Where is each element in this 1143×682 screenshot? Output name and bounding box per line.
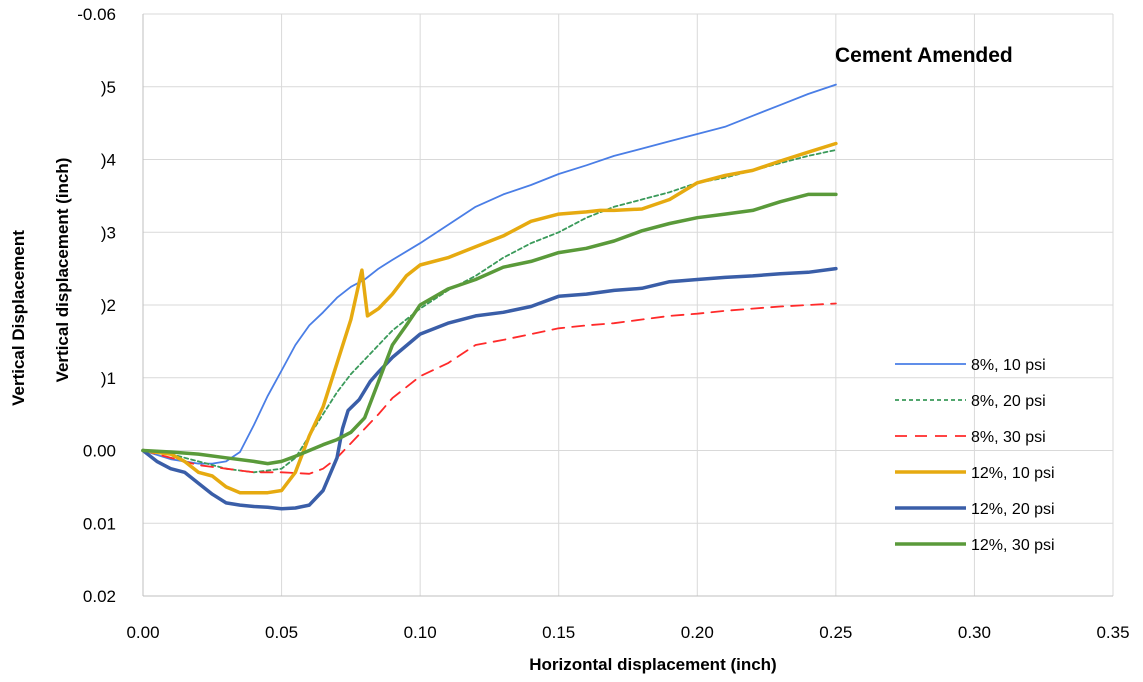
y-axis-title-behind: Vertical Displacement	[9, 230, 28, 406]
chart-title: Cement Amended	[835, 44, 1013, 67]
y-axis-title: Vertical displacement (inch)	[53, 158, 72, 383]
legend-label: 8%, 10 psi	[971, 357, 1046, 374]
legend-label: 12%, 30 psi	[971, 537, 1055, 554]
x-tick-label: 0.10	[404, 623, 437, 642]
plot-area-border	[142, 14, 1113, 597]
x-tick-label: 0.15	[542, 623, 575, 642]
series-layer	[141, 83, 838, 511]
y-tick-label: )2	[101, 296, 116, 315]
y-tick-label: )5	[101, 78, 116, 97]
x-tick-label: 0.35	[1096, 623, 1129, 642]
series-line-6	[141, 192, 838, 466]
legend: 8%, 10 psi 8%, 20 psi 8%, 30 psi 12%, 10 ps…	[895, 357, 1055, 554]
x-axis-title: Horizontal displacement (inch)	[529, 655, 776, 674]
legend-label: 12%, 10 psi	[971, 465, 1055, 482]
y-tick-label: )1	[101, 369, 116, 388]
series-line-4	[141, 141, 838, 495]
x-tick-label: 0.30	[958, 623, 991, 642]
y-tick-label: )4	[101, 151, 116, 170]
y-tick-label: 0.01	[83, 514, 116, 533]
y-tick-label: -0.06	[77, 5, 116, 24]
legend-label: 8%, 30 psi	[971, 429, 1046, 446]
series-line-3	[142, 302, 837, 475]
y-tick-label: )3	[101, 223, 116, 242]
x-tick-label: 0.25	[819, 623, 852, 642]
x-tick-label: 0.05	[265, 623, 298, 642]
x-axis-ticks: 0.00 0.05 0.10 0.15 0.20 0.25 0.30 0.35	[126, 623, 1129, 642]
x-tick-label: 0.20	[681, 623, 714, 642]
y-axis-title-mask	[29, 150, 49, 490]
series-line-5	[141, 266, 838, 511]
y-tick-label: 0.00	[83, 442, 116, 461]
y-axis-ticks: -0.06 )5 )4 )3 )2 )1 0.00 0.01 0.02	[77, 5, 116, 606]
series-line-1	[142, 83, 837, 465]
x-tick-label: 0.00	[126, 623, 159, 642]
y-tick-label: 0.02	[83, 587, 116, 606]
legend-label: 12%, 20 psi	[971, 501, 1055, 518]
legend-label: 8%, 20 psi	[971, 393, 1046, 410]
